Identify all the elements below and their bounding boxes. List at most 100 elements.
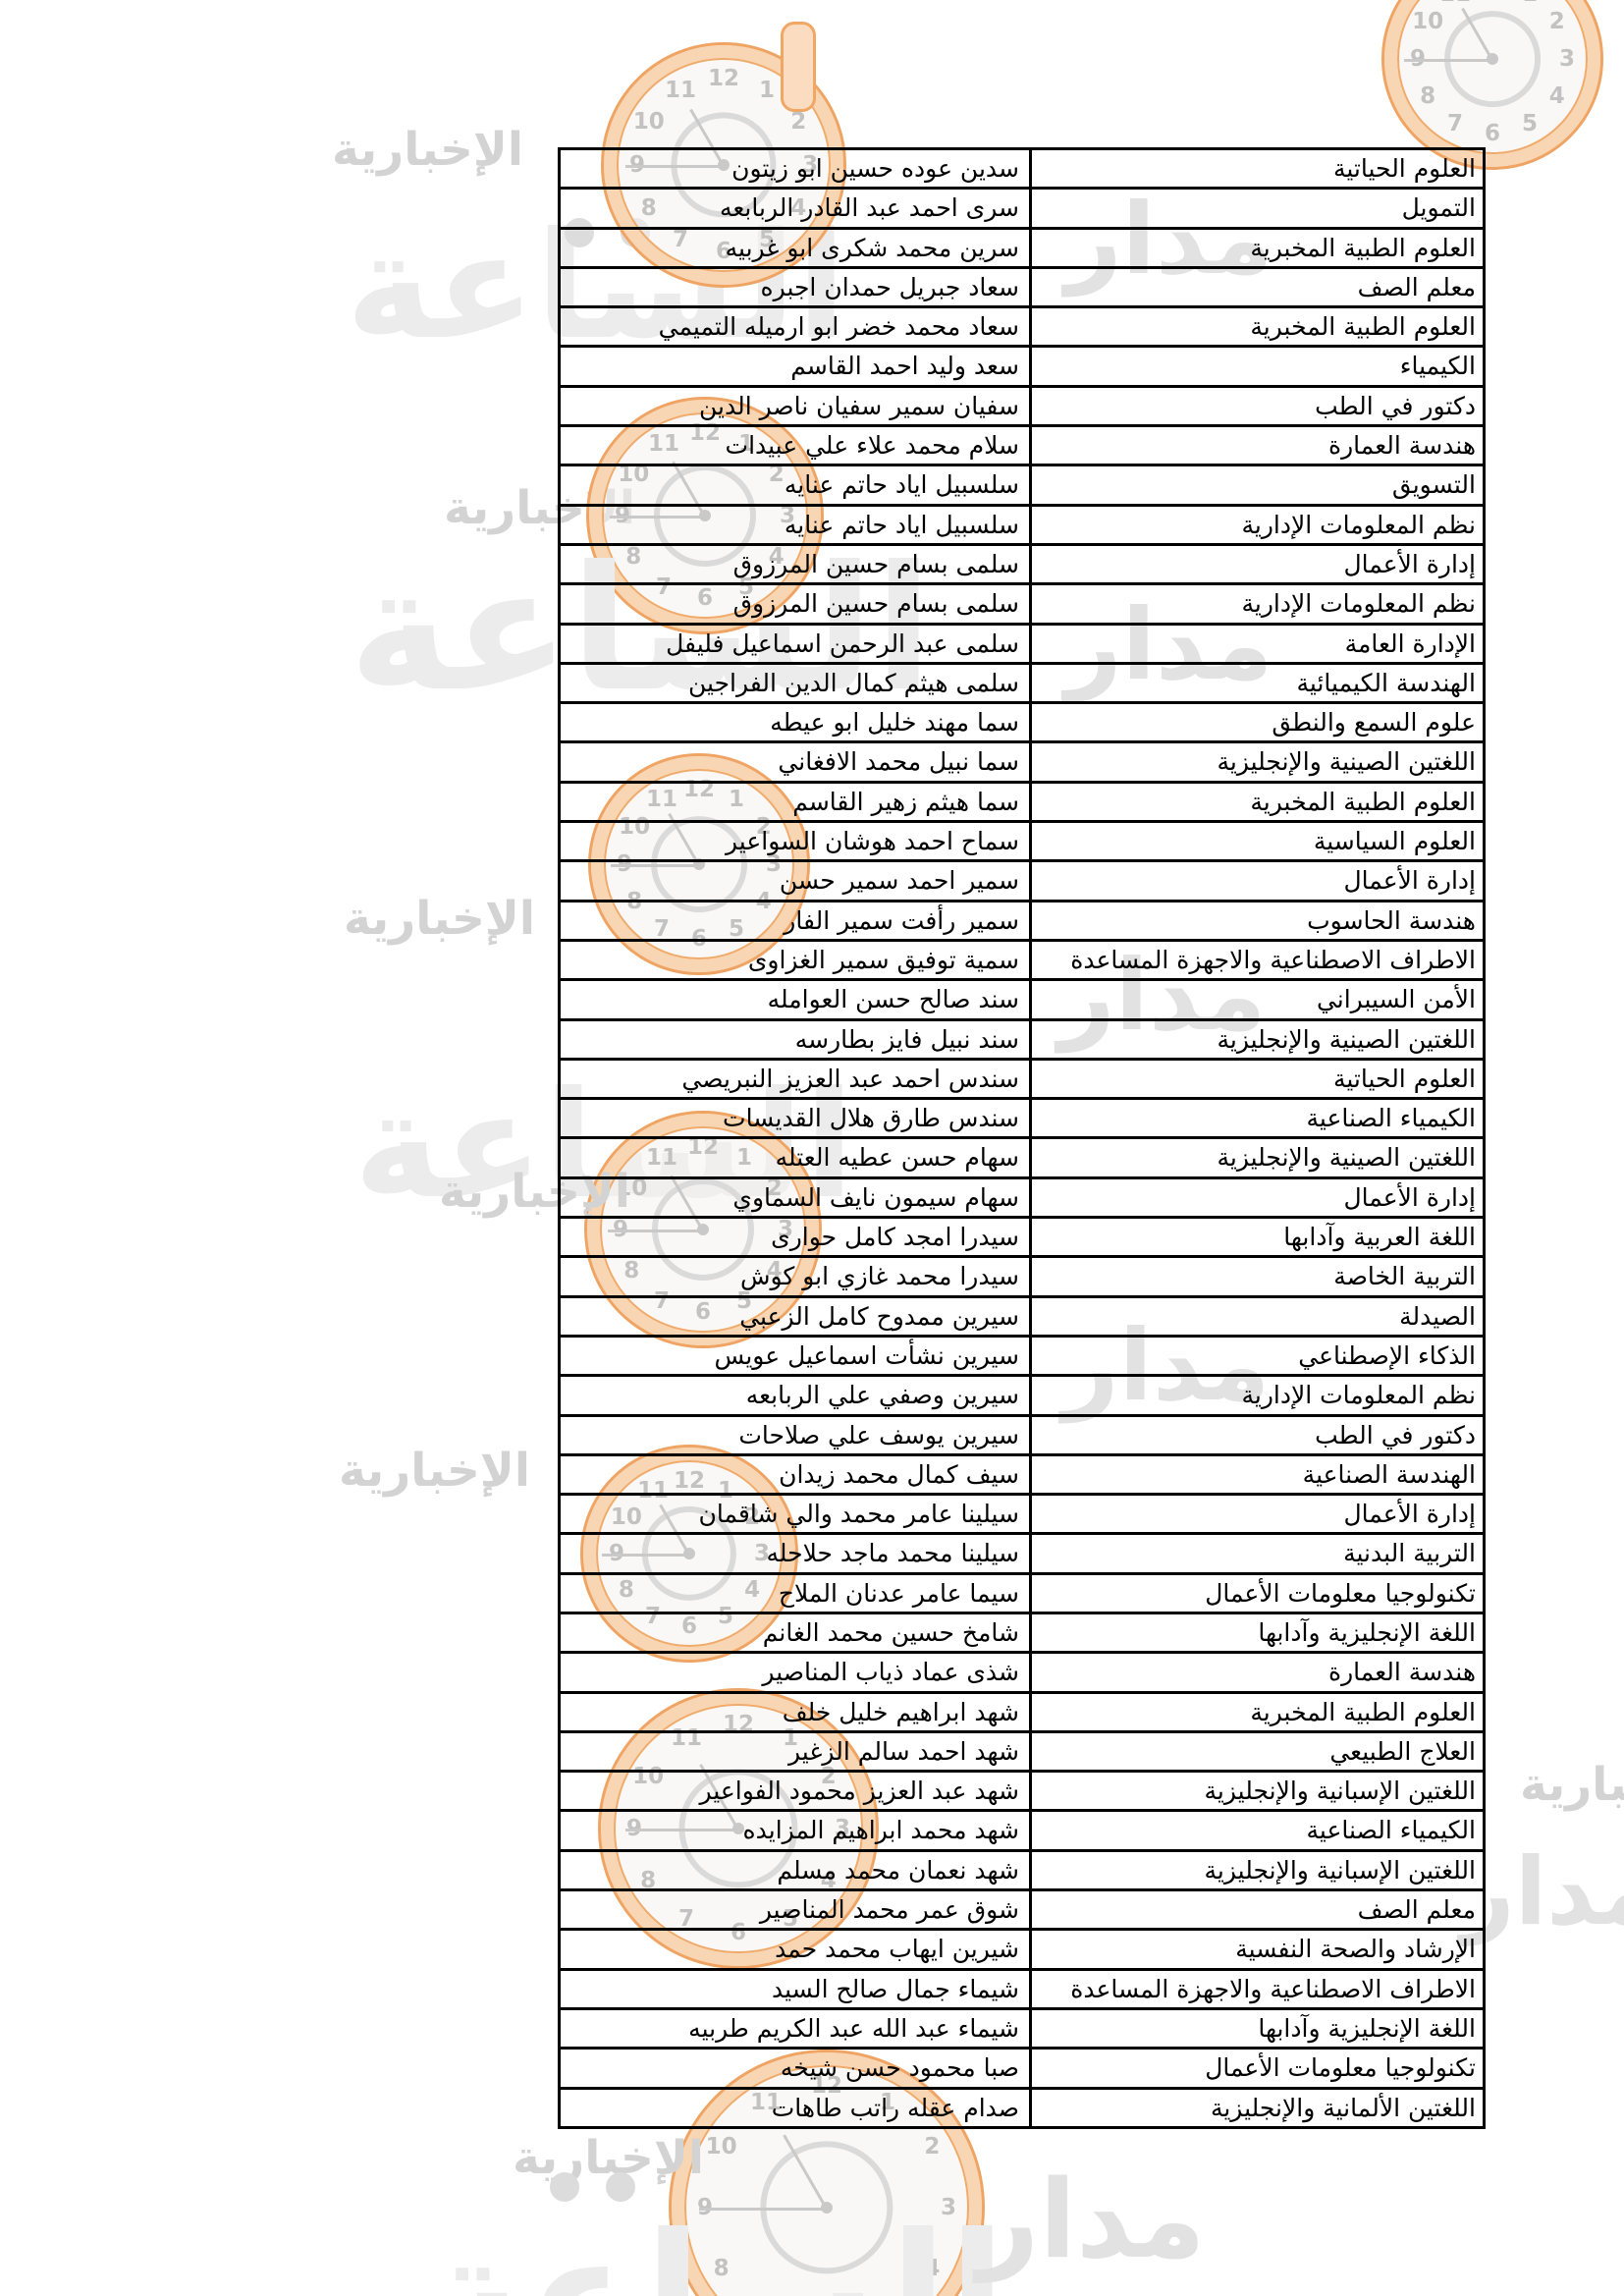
major-cell: اللغة العربية وآدابها [1029,1219,1483,1256]
table-row: إدارة الأعمال سيلينا عامر محمد والي شاقم… [561,1496,1483,1536]
major-text: التمويل [1401,193,1476,223]
major-text: دكتور في الطب [1315,391,1476,420]
name-text: سلسبيل اياد حاتم عنايه [784,510,1019,539]
major-cell: دكتور في الطب [1029,1416,1483,1453]
major-text: إدارة الأعمال [1343,866,1477,896]
table-row: نظم المعلومات الإدارية سلمى بسام حسين ال… [561,585,1483,626]
major-text: الصيدلة [1399,1301,1476,1331]
table-row: اللغة العربية وآدابها سيدرا امجد كامل حو… [561,1219,1483,1259]
major-cell: هندسة العمارة [1029,1654,1483,1691]
name-text: صدام عقله راتب طاهات [771,2093,1019,2122]
name-cell: سمير رأفت سمير الفار [561,902,1029,939]
name-text: سلمى بسام حسين المرزوق [732,549,1019,578]
watermark-alsaa-text: الساعة [422,2198,1006,2296]
name-text: شهد ابراهيم خليل خلف [782,1697,1019,1726]
major-text: الكيمياء [1399,352,1476,381]
name-cell: سلام محمد علاء علي عبيدات [561,427,1029,464]
name-cell: شوق عمر محمد المناصير [561,1891,1029,1928]
table-row: العلاج الطبيعي شهد احمد سالم الزغير [561,1732,1483,1774]
major-cell: إدارة الأعمال [1029,545,1483,583]
major-cell: الصيدلة [1029,1297,1483,1335]
name-text: شامخ حسين محمد الغانم [762,1617,1019,1647]
major-text: العلاج الطبيعي [1329,1736,1476,1766]
major-text: الاطراف الاصطناعية والاجهزة المساعدة [1070,945,1476,974]
name-cell: سندس طارق هلال القديسات [561,1100,1029,1136]
major-text: العلوم السياسية [1313,827,1476,856]
name-cell: سيلينا محمد ماجد حلاحله [561,1535,1029,1571]
name-text: سعد وليد احمد القاسم [790,352,1019,381]
major-text: اللغة العربية وآدابها [1283,1223,1476,1252]
major-cell: اللغة الإنجليزية وآدابها [1029,2009,1483,2048]
name-cell: سيرين وصفي علي الربابعه [561,1377,1029,1413]
name-text: سلمى عبد الرحمن اسماعيل فليفل [666,629,1019,658]
major-cell: الكيمياء الصناعية [1029,1812,1483,1849]
major-cell: العلوم الطبية المخبرية [1029,229,1483,266]
name-cell: شذى عماد ذياب المناصير [561,1654,1029,1690]
name-cell: سهام سيمون نايف السماوي [561,1179,1029,1216]
name-cell: سند صالح حسن العوامله [561,981,1029,1017]
name-text: شذى عماد ذياب المناصير [762,1658,1019,1687]
major-cell: الاطراف الاصطناعية والاجهزة المساعدة [1029,941,1483,979]
watermark-news-text: الإخبارية [332,123,524,177]
watermark-news-text: الإخبارية [439,1165,631,1219]
name-text: شهد نعمان محمد مسلم [777,1855,1019,1885]
name-cell: شيماء عبد الله عبد الكريم طربيه [561,2010,1029,2047]
name-cell: شهد نعمان محمد مسلم [561,1852,1029,1888]
table-row: اللغتين الصينية والإنجليزية سما نبيل محم… [561,743,1483,784]
major-cell: العلوم الحياتية [1029,150,1483,188]
major-cell: التربية البدنية [1029,1535,1483,1572]
table-row: الصيدلة سيرين ممدوح كامل الزعبي [561,1297,1483,1338]
major-text: الإرشاد والصحة النفسية [1235,1935,1476,1964]
major-cell: دكتور في الطب [1029,387,1483,425]
table-row: اللغتين الصينية والإنجليزية سهام حسن عطي… [561,1139,1483,1179]
clock-number: 10 [632,109,665,135]
watermark-dot [565,218,594,247]
major-cell: الأمن السيبراني [1029,981,1483,1018]
watermark-madar-text: مدار [977,2157,1206,2282]
major-cell: إدارة الأعمال [1029,862,1483,900]
major-text: اللغة الإنجليزية وآدابها [1258,1617,1476,1647]
name-cell: سرين محمد شكرى ابو غربيه [561,230,1029,266]
table-body: العلوم الحياتية سدين عوده حسين ابو زيتون… [561,150,1483,2126]
graduates-table: العلوم الحياتية سدين عوده حسين ابو زيتون… [558,147,1486,2129]
name-text: شهد احمد سالم الزغير [788,1736,1019,1766]
name-text: سند نبيل فايز بطارسه [794,1024,1019,1054]
major-text: التربية البدنية [1343,1539,1476,1568]
major-cell: العلوم الحياتية [1029,1060,1483,1098]
major-text: نظم المعلومات الإدارية [1241,510,1476,539]
clock-number: 2 [924,2134,941,2159]
watermark-dot [550,2172,579,2202]
name-cell: شيرين ايهاب محمد حمد [561,1931,1029,1967]
name-text: سعاد محمد خضر ابو ارميله التميمي [658,312,1019,342]
name-text: سيما عامر عدنان الملاح [778,1578,1019,1608]
major-text: دكتور في الطب [1315,1420,1476,1449]
clock-number: 5 [1521,110,1539,137]
clock-inner-ring [1444,11,1541,107]
name-cell: شهد محمد ابراهيم المزايده [561,1812,1029,1848]
major-cell: التربية الخاصة [1029,1258,1483,1295]
name-cell: سند نبيل فايز بطارسه [561,1021,1029,1058]
name-text: شيرين ايهاب محمد حمد [775,1935,1019,1964]
clock-number: 2 [790,109,807,135]
name-cell: صبا محمود حسن شيخه [561,2050,1029,2086]
table-row: تكنولوجيا معلومات الأعمال سيما عامر عدنا… [561,1574,1483,1614]
table-row: الهندسة الكيميائية سلمى هيثم كمال الدين … [561,664,1483,705]
clock-number: 10 [705,2134,737,2159]
name-text: شيماء جمال صالح السيد [772,1974,1019,2003]
name-text: سيرين ممدوح كامل الزعبي [739,1301,1019,1331]
name-cell: سلمى بسام حسين المرزوق [561,585,1029,622]
major-cell: التمويل [1029,190,1483,227]
clock-number: 11 [1439,0,1471,7]
name-cell: سيرين يوسف علي صلاحات [561,1417,1029,1453]
name-cell: شهد ابراهيم خليل خلف [561,1694,1029,1730]
table-row: اللغتين الصينية والإنجليزية سند نبيل فاي… [561,1020,1483,1061]
name-cell: سلمى بسام حسين المرزوق [561,546,1029,582]
name-text: سعاد جبريل حمدان اجبره [760,272,1019,301]
name-text: سدين عوده حسين ابو زيتون [731,154,1019,183]
major-cell: اللغتين الإسبانية والإنجليزية [1029,1851,1483,1889]
table-row: معلم الصف سعاد جبريل حمدان اجبره [561,268,1483,309]
table-row: دكتور في الطب سفيان سمير سفيان ناصر الدي… [561,387,1483,428]
name-cell: سمير احمد سمير حسن [561,862,1029,899]
major-text: معلم الصف [1357,272,1476,301]
table-row: تكنولوجيا معلومات الأعمال صبا محمود حسن … [561,2050,1483,2090]
